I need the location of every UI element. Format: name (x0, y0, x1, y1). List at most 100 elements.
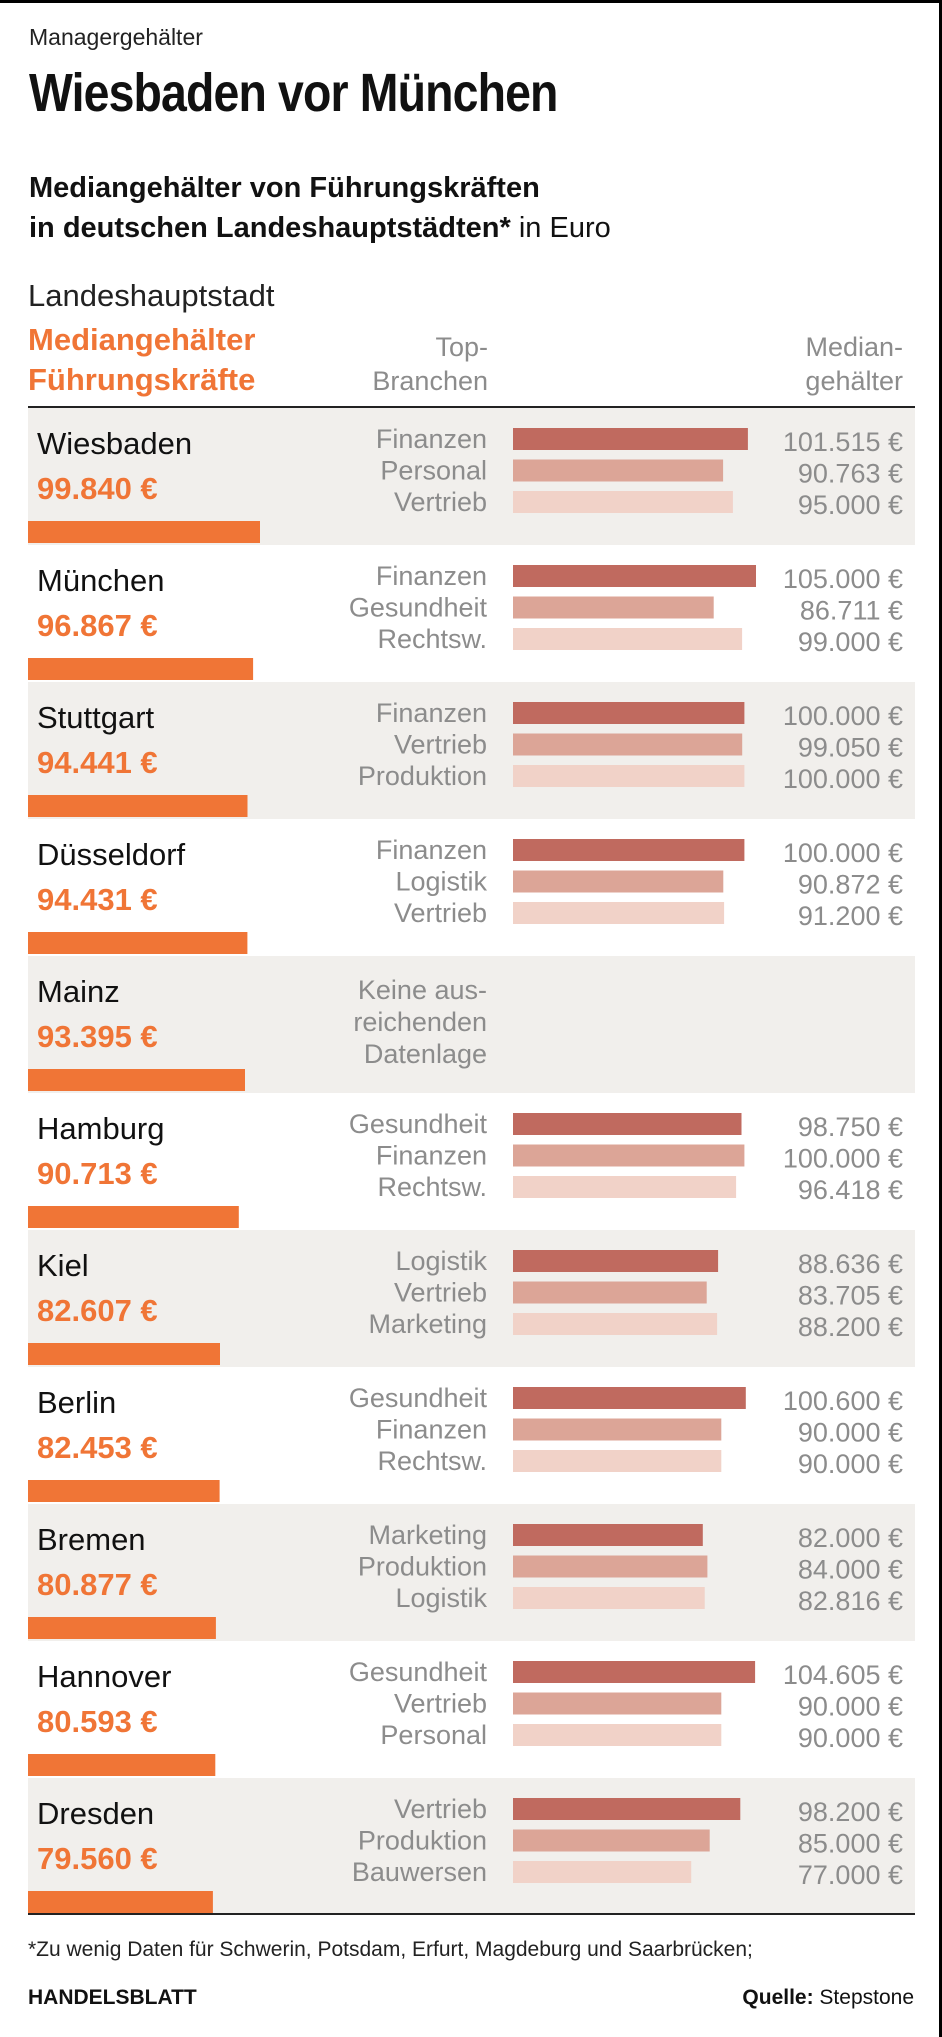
branch-value-label: 95.000 € (798, 490, 903, 520)
branch-name: Personal (380, 456, 487, 486)
branch-bar (513, 1281, 707, 1304)
branch-bar (513, 628, 743, 650)
header-salary-label-2: Führungskräfte (28, 362, 256, 397)
branch-value-label: 100.600 € (783, 1386, 903, 1416)
source-value: Stepstone (813, 1986, 914, 2009)
top-rule (0, 0, 942, 3)
branch-bar (513, 428, 748, 450)
branch-value-label: 99.050 € (798, 733, 903, 763)
branch-value-label: 90.000 € (798, 1692, 903, 1722)
branch-name: Vertrieb (394, 1794, 487, 1824)
salary-label: 94.441 € (37, 745, 158, 780)
branch-name: Produktion (358, 1552, 487, 1582)
branch-value-label: 96.418 € (798, 1175, 903, 1205)
branch-name: Vertrieb (394, 730, 487, 760)
header-branch-label: Top- Branchen (300, 330, 488, 398)
salary-bar (28, 1754, 216, 1776)
branch-name: Rechtsw. (377, 624, 487, 654)
branch-bar (513, 1587, 705, 1609)
right-rule (939, 0, 942, 2037)
header-salary-label: Mediangehälter Führungskräfte (28, 320, 255, 400)
branch-name: Bauwersen (352, 1857, 487, 1887)
branch-bar (513, 870, 724, 893)
branch-bar (513, 491, 733, 513)
branch-name: Marketing (368, 1520, 487, 1550)
branch-value-label: 101.515 € (783, 427, 903, 457)
branch-value-label: 100.000 € (783, 701, 903, 731)
footnote: *Zu wenig Daten für Schwerin, Potsdam, E… (28, 1938, 753, 1961)
branch-value-label: 77.000 € (798, 1860, 903, 1890)
branch-name: Logistik (395, 1583, 487, 1613)
branch-bar (513, 1113, 742, 1135)
branch-bar (513, 839, 745, 861)
salary-bar (28, 795, 248, 817)
salary-bar (28, 1343, 220, 1365)
branch-name: Vertrieb (394, 487, 487, 517)
branch-value-label: 98.750 € (798, 1112, 903, 1142)
city-name: Bremen (37, 1522, 146, 1557)
source: Quelle: Stepstone (742, 1986, 914, 2010)
branch-value-label: 83.705 € (798, 1281, 903, 1311)
branch-value-label: 100.000 € (783, 838, 903, 868)
city-name: Dresden (37, 1796, 154, 1831)
branch-value-label: 90.872 € (798, 870, 903, 900)
branch-value-label: 90.000 € (798, 1723, 903, 1753)
salary-bar (28, 1617, 216, 1639)
salary-label: 99.840 € (37, 471, 158, 506)
no-data-note: Datenlage (364, 1039, 487, 1069)
branch-bar (513, 1450, 722, 1472)
branch-value-label: 91.200 € (798, 901, 903, 931)
header-rule (28, 406, 915, 408)
city-name: München (37, 563, 165, 598)
branch-value-label: 99.000 € (798, 627, 903, 657)
no-data-note: Keine aus- (358, 975, 487, 1005)
city-name: Hamburg (37, 1111, 165, 1146)
branch-name: Vertrieb (394, 1278, 487, 1308)
branch-bar (513, 1661, 756, 1683)
salary-bar (28, 1206, 239, 1228)
salary-bar (28, 1891, 213, 1913)
header-median-label-2: gehälter (805, 366, 903, 396)
city-name: Düsseldorf (37, 837, 186, 872)
branch-name: Finanzen (376, 561, 487, 591)
salary-bar (28, 521, 260, 543)
salary-label: 79.560 € (37, 1841, 158, 1876)
branch-bar (513, 459, 724, 482)
branch-bar (513, 1524, 703, 1546)
subtitle: Mediangehälter von Führungskräften in de… (29, 168, 611, 248)
branch-value-label: 88.200 € (798, 1312, 903, 1342)
header-median-label-1: Median- (805, 332, 903, 362)
branch-name: Gesundheit (349, 1109, 488, 1139)
branch-value-label: 98.200 € (798, 1797, 903, 1827)
branch-bar (513, 702, 745, 724)
branch-bar (513, 1555, 708, 1578)
branch-name: Rechtsw. (377, 1446, 487, 1476)
branch-bar (513, 1176, 737, 1198)
subtitle-line2-bold: in deutschen Landeshauptstädten* (29, 212, 511, 244)
branch-name: Vertrieb (394, 898, 487, 928)
salary-bar (28, 1480, 220, 1502)
branch-value-label: 100.000 € (783, 1144, 903, 1174)
footer-rule (28, 1913, 915, 1915)
branch-name: Logistik (395, 1246, 487, 1276)
headline: Wiesbaden vor München (29, 63, 558, 123)
branch-value-label: 90.763 € (798, 459, 903, 489)
branch-name: Finanzen (376, 424, 487, 454)
subtitle-line1: Mediangehälter von Führungskräften (29, 172, 540, 204)
salary-label: 82.453 € (37, 1430, 158, 1465)
branch-bar (513, 565, 756, 587)
header-branch-label-1: Top- (435, 332, 488, 362)
branch-bar (513, 1387, 746, 1409)
branch-value-label: 85.000 € (798, 1829, 903, 1859)
salary-bar (28, 1069, 245, 1091)
branch-name: Vertrieb (394, 1689, 487, 1719)
header-city-label: Landeshauptstadt (28, 278, 275, 313)
salary-label: 96.867 € (37, 608, 158, 643)
branch-bar (513, 1418, 722, 1441)
branch-bar (513, 1144, 745, 1167)
branch-name: Gesundheit (349, 1657, 488, 1687)
branch-bar (513, 1313, 718, 1335)
branch-name: Produktion (358, 761, 487, 791)
header-branch-label-2: Branchen (372, 366, 488, 396)
